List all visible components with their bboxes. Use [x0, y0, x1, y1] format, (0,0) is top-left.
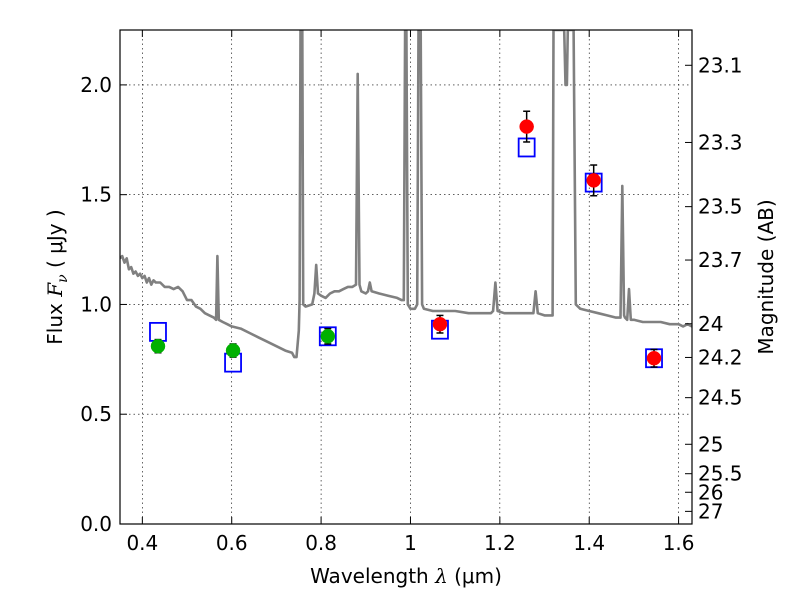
y-tick-label: 0.5 — [80, 402, 112, 426]
y-tick-label: 1.5 — [80, 183, 112, 207]
x-tick-label: 1.6 — [663, 531, 695, 555]
x-tick-label: 0.8 — [305, 531, 337, 555]
model-photometry-square — [318, 326, 337, 347]
observed-red-point — [432, 316, 448, 332]
y2-tick-label: 23.7 — [698, 248, 743, 272]
x-tick-label: 1.4 — [573, 531, 605, 555]
observed-red-point — [586, 173, 601, 188]
observed-green-point — [225, 343, 241, 358]
y2-tick-label: 25 — [698, 432, 723, 456]
y-axis-label: Flux Fν ( μJy ) — [43, 209, 71, 344]
model-photometry-square — [149, 321, 167, 342]
observed-green-point — [320, 329, 336, 344]
observed-green-point — [150, 338, 166, 354]
x-tick-label: 1.2 — [484, 531, 516, 555]
y2-tick-label: 24.5 — [698, 386, 743, 410]
observed-red-point — [646, 350, 662, 366]
y-tick-label: 2.0 — [80, 73, 112, 97]
y2-tick-label: 24 — [698, 312, 723, 336]
observed-red-point — [519, 119, 534, 134]
x-axis-label: Wavelength λ (μm) — [310, 564, 502, 588]
y2-tick-label: 27 — [698, 499, 723, 523]
y-tick-label: 0.0 — [80, 512, 112, 536]
observed-photometry-series — [150, 110, 662, 368]
model-spectrum-line — [120, 30, 692, 359]
model-spectrum — [120, 30, 692, 359]
y2-tick-label: 25.5 — [698, 462, 743, 486]
plot-frame — [119, 29, 693, 525]
y2-tick-label: 23.1 — [698, 53, 743, 77]
y-tick-label: 1.0 — [80, 292, 112, 316]
x-tick-label: 0.6 — [216, 531, 248, 555]
x-tick-label: 0.4 — [126, 531, 158, 555]
y2-tick-label: 23.5 — [698, 195, 743, 219]
axis-ticks: 0.4 0.6 0.8 1 1.2 1.4 1.6 0.0 0.5 1.0 1.5 2.0 23.1 23… — [80, 30, 743, 555]
x-tick-label: 1 — [404, 531, 417, 555]
y2-tick-label: 26 — [698, 480, 723, 504]
y2-tick-label: 23.3 — [698, 130, 743, 154]
y2-axis-label: Magnitude (AB) — [754, 199, 778, 354]
y2-tick-label: 24.2 — [698, 345, 743, 369]
